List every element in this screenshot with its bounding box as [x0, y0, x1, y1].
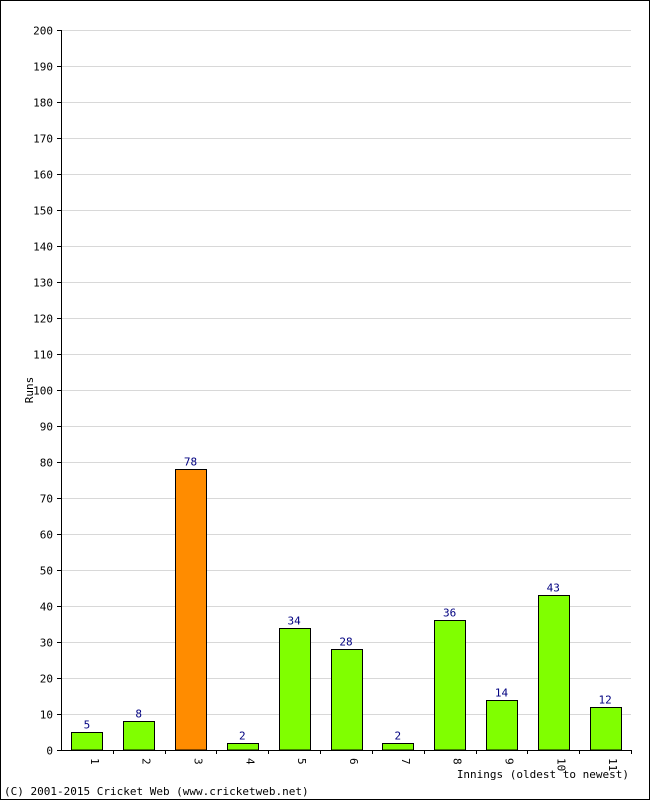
y-tick-label: 160: [33, 169, 53, 182]
y-tick-label: 200: [33, 25, 53, 38]
copyright-text: (C) 2001-2015 Cricket Web (www.cricketwe…: [4, 785, 309, 798]
x-tick-label: 3: [192, 758, 205, 765]
bar-innings-9: [486, 700, 518, 751]
y-tick-label: 90: [40, 421, 53, 434]
y-tick-label: 100: [33, 385, 53, 398]
x-tick-label: 5: [295, 758, 308, 765]
bar-innings-11: [590, 707, 622, 751]
data-label: 2: [239, 730, 246, 743]
bar-innings-4: [227, 743, 259, 751]
y-tick-label: 70: [40, 493, 53, 506]
data-label: 12: [598, 694, 611, 707]
x-tick-label: 7: [399, 758, 412, 765]
bar-innings-7: [382, 743, 414, 751]
x-tick-label: 1: [88, 758, 101, 765]
bars: [71, 469, 622, 751]
y-tick-label: 20: [40, 673, 53, 686]
x-tick-label: 4: [243, 758, 256, 765]
y-tick-label: 110: [33, 349, 53, 362]
y-tick-label: 0: [46, 745, 53, 758]
y-tick-label: 50: [40, 565, 53, 578]
data-label: 8: [135, 708, 142, 721]
y-tick-label: 180: [33, 97, 53, 110]
y-tick-label: 130: [33, 277, 53, 290]
x-tick-label: 2: [140, 758, 153, 765]
x-tick-label: 8: [451, 758, 464, 765]
x-tick-label: 6: [347, 758, 360, 765]
y-tick-label: 120: [33, 313, 53, 326]
y-tick-label: 80: [40, 457, 53, 470]
bar-innings-6: [331, 649, 363, 751]
bar-innings-8: [434, 620, 466, 751]
data-label: 34: [288, 615, 302, 628]
y-tick-label: 10: [40, 709, 53, 722]
axes: [57, 30, 632, 754]
data-label: 36: [443, 607, 456, 620]
bar-innings-3: [175, 469, 207, 751]
data-label: 2: [395, 730, 402, 743]
x-tick-label: 11: [606, 758, 619, 771]
labels: 0102030405060708090100110120130140150160…: [33, 25, 619, 772]
x-tick-label: 9: [502, 758, 515, 765]
bar-innings-1: [71, 732, 103, 751]
x-axis-title: Innings (oldest to newest): [457, 768, 629, 781]
y-tick-label: 140: [33, 241, 53, 254]
y-axis-title: Runs: [23, 377, 36, 404]
y-tick-label: 30: [40, 637, 53, 650]
bar-innings-2: [123, 721, 155, 751]
data-label: 43: [547, 582, 560, 595]
bar-innings-5: [279, 628, 311, 751]
x-tick-label: 10: [554, 758, 567, 771]
data-label: 78: [184, 456, 197, 469]
y-tick-label: 60: [40, 529, 53, 542]
data-label: 14: [495, 687, 509, 700]
data-label: 5: [84, 719, 91, 732]
y-tick-label: 190: [33, 61, 53, 74]
bar-innings-10: [538, 595, 570, 751]
y-tick-label: 150: [33, 205, 53, 218]
data-label: 28: [339, 636, 352, 649]
y-tick-label: 170: [33, 133, 53, 146]
y-tick-label: 40: [40, 601, 53, 614]
